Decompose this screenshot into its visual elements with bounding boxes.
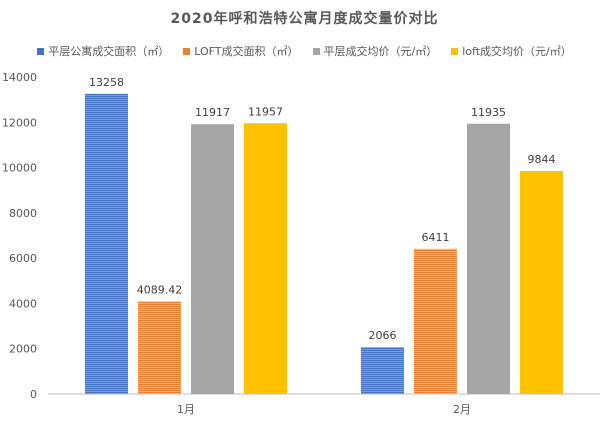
data-label: 11957 (248, 105, 283, 118)
data-label: 11917 (195, 106, 230, 119)
legend-swatch (183, 47, 191, 55)
y-tick-label: 2000 (9, 343, 37, 356)
y-tick-label: 6000 (9, 252, 37, 265)
data-label: 11935 (471, 106, 506, 119)
y-tick-label: 12000 (2, 116, 37, 129)
data-label: 13258 (89, 76, 124, 89)
legend-label: 平层成交均价（元/㎡） (323, 45, 438, 58)
chart-legend: 平层公寓成交面积（㎡） LOFT成交面积（㎡） 平层成交均价（元/㎡） loft… (0, 43, 609, 59)
bar-3-1 (191, 124, 234, 394)
legend-swatch (312, 47, 320, 55)
x-tick-label: 1月 (177, 403, 195, 416)
legend-item-loft-area: LOFT成交面积（㎡） (183, 43, 299, 59)
legend-label: loft成交均价（元/㎡） (462, 45, 572, 58)
data-label: 2066 (369, 329, 397, 342)
y-tick-label: 4000 (9, 297, 37, 310)
legend-label: LOFT成交面积（㎡） (194, 45, 299, 58)
bar-1-2 (361, 347, 404, 394)
bar-4-2 (520, 171, 563, 394)
legend-item-flat-price: 平层成交均价（元/㎡） (312, 43, 438, 59)
y-tick-label: 8000 (9, 207, 37, 220)
legend-swatch (37, 47, 45, 55)
bar-2-2 (414, 248, 457, 394)
y-tick-label: 14000 (2, 71, 37, 84)
y-tick-label: 10000 (2, 162, 37, 175)
data-label: 4089.42 (137, 283, 183, 296)
legend-swatch (451, 47, 459, 55)
y-tick-label: 0 (30, 388, 37, 401)
bar-4-1 (244, 123, 287, 395)
bar-2-1 (138, 301, 181, 394)
data-label: 9844 (528, 153, 556, 166)
bar-1-1 (85, 93, 128, 395)
legend-item-flat-area: 平层公寓成交面积（㎡） (37, 43, 169, 59)
legend-label: 平层公寓成交面积（㎡） (48, 45, 170, 58)
legend-item-loft-price: loft成交均价（元/㎡） (451, 43, 572, 59)
bar-3-2 (467, 123, 510, 394)
chart-title: 2020年呼和浩特公寓月度成交量价对比 (170, 11, 439, 27)
data-label: 6411 (422, 231, 450, 244)
x-tick-label: 2月 (453, 403, 471, 416)
